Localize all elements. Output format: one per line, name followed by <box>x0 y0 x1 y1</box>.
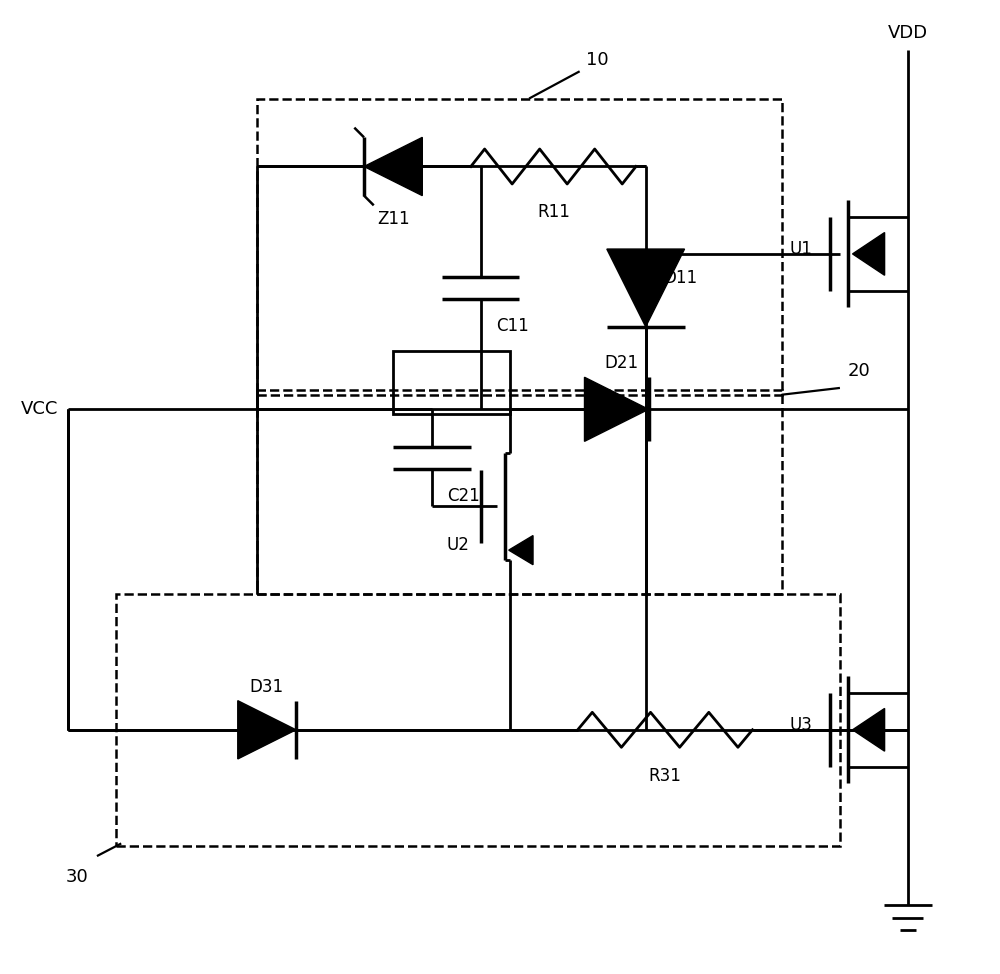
Bar <box>257 98 782 394</box>
Text: 30: 30 <box>66 868 89 885</box>
Polygon shape <box>364 137 422 196</box>
Text: U3: U3 <box>790 716 813 734</box>
Text: D11: D11 <box>663 269 697 287</box>
Text: Z11: Z11 <box>377 210 409 228</box>
Text: C21: C21 <box>448 487 480 505</box>
Text: 10: 10 <box>586 51 608 68</box>
Polygon shape <box>238 700 296 759</box>
Text: C11: C11 <box>496 317 529 335</box>
Polygon shape <box>853 708 885 751</box>
Polygon shape <box>853 233 885 276</box>
Text: R11: R11 <box>537 204 570 221</box>
Polygon shape <box>607 249 685 326</box>
Text: D31: D31 <box>250 678 284 695</box>
Polygon shape <box>509 536 533 565</box>
Text: U1: U1 <box>790 240 813 258</box>
Text: VDD: VDD <box>888 24 928 42</box>
Bar <box>116 594 840 846</box>
Text: U2: U2 <box>446 537 469 554</box>
Text: VCC: VCC <box>21 400 58 418</box>
Polygon shape <box>584 377 649 441</box>
Text: D21: D21 <box>604 355 638 372</box>
Text: 20: 20 <box>848 362 871 380</box>
Bar <box>257 390 782 594</box>
Text: R31: R31 <box>649 767 682 785</box>
Bar <box>393 351 510 414</box>
